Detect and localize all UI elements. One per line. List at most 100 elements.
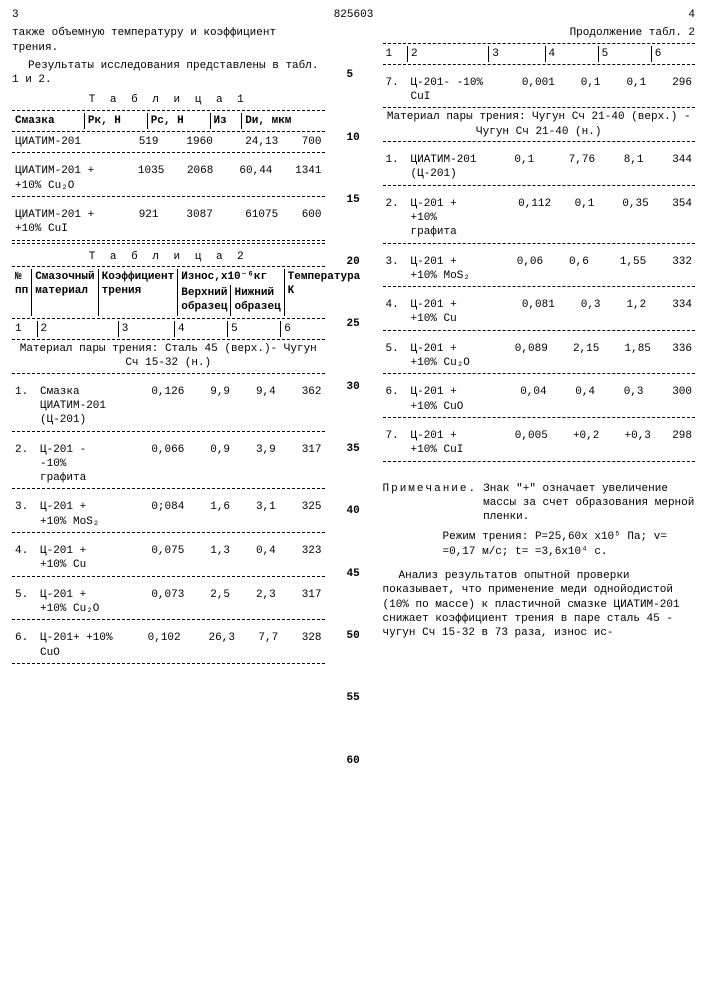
up: 0,6	[546, 254, 592, 285]
page-right: 4	[688, 8, 695, 22]
divider	[12, 663, 325, 664]
n: 4.	[12, 543, 37, 574]
cn2: 2	[37, 321, 118, 337]
divider	[383, 243, 696, 244]
divider	[12, 131, 325, 132]
dn: 0,1	[604, 75, 650, 106]
cn1: 1	[12, 321, 37, 337]
note-label: Примечание.	[383, 482, 478, 525]
nm: Ц-201 + +10% MoS₂	[408, 254, 489, 285]
table-row: ЦИАТИМ-201 519 1960 24,13 700	[12, 134, 325, 150]
t1-v4: 700	[281, 134, 324, 150]
nm: Ц-201 + +10% Cu	[37, 543, 118, 574]
continuation-title: Продолжение табл. 2	[383, 26, 696, 40]
cn4: 4	[175, 321, 228, 337]
divider	[383, 141, 696, 142]
table-row: 3.Ц-201 + +10% MoS₂0,060,61,55332	[383, 254, 696, 285]
divider	[12, 318, 325, 319]
dn: 2,3	[233, 587, 279, 618]
nm: Ц-201 + +10% Cu	[408, 297, 489, 328]
kf: 0,081	[489, 297, 558, 328]
cn4: 4	[545, 46, 598, 62]
table-row: 1.ЦИАТИМ-201 (Ц-201)0,17,768,1344	[383, 152, 696, 183]
table-row: 5.Ц-201 + +10% Cu₂O0,0892,151,85336	[383, 341, 696, 372]
dn: 9,4	[233, 384, 279, 429]
table-row-7: 7. Ц-201- -10% CuI 0,001 0,1 0,1 296	[383, 75, 696, 106]
t: 334	[649, 297, 695, 328]
note-text: Знак "+" означает увеличение массы за сч…	[483, 482, 695, 525]
t: 328	[281, 630, 324, 661]
regime-label: Режим трения:	[443, 531, 529, 543]
ln: 5	[345, 68, 363, 82]
t1-name: ЦИАТИМ-201	[12, 134, 118, 150]
t1-v2: 2068	[167, 163, 216, 194]
t1-v4: 600	[281, 207, 324, 238]
t: 317	[279, 587, 325, 618]
ln: 30	[345, 380, 363, 394]
divider	[383, 461, 696, 462]
up: 26,3	[184, 630, 238, 661]
cn2: 2	[408, 46, 489, 62]
up: 1,3	[187, 543, 233, 574]
t2h3: Коэффициент трения	[98, 269, 178, 316]
t1-name: ЦИАТИМ-201 + +10% CuI	[12, 207, 118, 238]
ln: 45	[345, 567, 363, 581]
n: 5.	[12, 587, 37, 618]
kf: 0,066	[118, 442, 187, 487]
n: 3.	[12, 499, 37, 530]
nm: Ц-201 + +10% Cu₂O	[408, 341, 489, 372]
t1-v1: 921	[118, 207, 161, 238]
table-2-header: № пп Смазочный материал Коэффициент трен…	[12, 269, 363, 316]
divider	[383, 417, 696, 418]
n: 6.	[12, 630, 37, 661]
up: 0,4	[550, 384, 598, 415]
t1-name: ЦИАТИМ-201 + +10% Cu₂O	[12, 163, 118, 194]
nm: Ц-201+ +10% CuO	[37, 630, 118, 661]
line-numbers: 5 10 15 20 25 30 35 40 45 50 55 60	[345, 26, 363, 768]
divider	[12, 619, 325, 620]
t2h1: № пп	[12, 269, 32, 316]
divider	[12, 576, 325, 577]
divider	[12, 373, 325, 374]
table1-title: Т а б л и ц а 1	[12, 93, 325, 107]
n: 2.	[12, 442, 37, 487]
t: 325	[279, 499, 325, 530]
table-row: 3.Ц-201 + +10% MoS₂0;0841,63,1325	[12, 499, 325, 530]
t1-v3: 24,13	[216, 134, 281, 150]
t1-h4: Из	[210, 113, 242, 129]
up: 1,6	[187, 499, 233, 530]
left-column: также объемную температуру и коэффициент…	[12, 26, 325, 768]
kf: 0,075	[118, 543, 187, 574]
kf: 0,04	[489, 384, 550, 415]
t1-h5: Dи, мкм	[242, 113, 325, 129]
t: 362	[279, 384, 325, 429]
dn: +0,3	[602, 428, 654, 459]
table-1-body: ЦИАТИМ-201 + +10% CuI 921 3087 61075 600	[12, 207, 325, 238]
divider	[12, 488, 325, 489]
cn1: 1	[383, 46, 408, 62]
t: 317	[279, 442, 325, 487]
divider	[12, 152, 325, 153]
divider	[383, 64, 696, 65]
up: 2,5	[187, 587, 233, 618]
divider	[12, 431, 325, 432]
intro-para-1: также объемную температуру и коэффициент…	[12, 26, 325, 55]
ln: 55	[345, 691, 363, 705]
cn5: 5	[598, 46, 651, 62]
divider	[12, 243, 325, 244]
dn: 0,3	[598, 384, 646, 415]
ln: 25	[345, 317, 363, 331]
ln: 50	[345, 629, 363, 643]
n: 4.	[383, 297, 408, 328]
dn: 7,7	[238, 630, 281, 661]
dn: 1,2	[604, 297, 650, 328]
nm: Ц-201 + +10% графита	[408, 196, 489, 241]
t1-v3: 61075	[216, 207, 281, 238]
table-row: 4.Ц-201 + +10% Cu0,0810,31,2334	[383, 297, 696, 328]
t: 323	[279, 543, 325, 574]
cn3: 3	[118, 321, 174, 337]
t2h4b: Нижний образец	[231, 285, 284, 316]
page-left: 3	[12, 8, 19, 22]
t: 300	[647, 384, 696, 415]
t: 354	[652, 196, 695, 241]
